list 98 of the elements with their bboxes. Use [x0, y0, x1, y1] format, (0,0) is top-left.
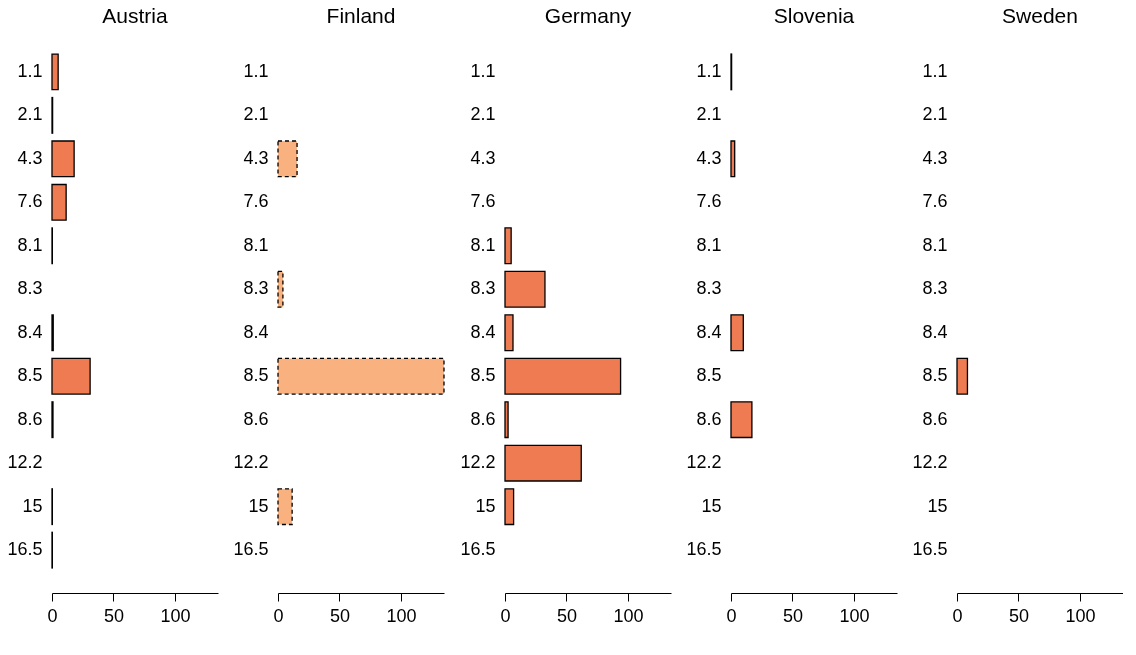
y-tick-label: 8.1 — [17, 234, 43, 255]
y-tick-label: 15 — [22, 495, 43, 516]
y-tick-label: 8.4 — [17, 321, 43, 342]
bar — [277, 270, 284, 308]
x-tick-label: 0 — [47, 605, 58, 626]
y-tick-label: 2.1 — [696, 104, 722, 125]
bar — [504, 270, 546, 308]
bar — [730, 140, 736, 178]
bar — [504, 227, 512, 265]
y-tick-label: 8.5 — [470, 365, 496, 386]
y-tick-label: 4.3 — [470, 147, 496, 168]
x-tick-label: 0 — [952, 605, 963, 626]
y-tick-label: 8.1 — [922, 234, 948, 255]
y-tick-label: 16.5 — [7, 539, 43, 560]
y-tick-label: 15 — [475, 495, 496, 516]
bar — [504, 444, 582, 482]
y-tick-label: 8.6 — [696, 408, 722, 429]
x-tick-label: 50 — [782, 605, 803, 626]
bar — [51, 53, 59, 91]
y-tick-label: 8.1 — [243, 234, 269, 255]
y-tick-label: 2.1 — [17, 104, 43, 125]
y-tick-label: 12.2 — [7, 452, 43, 473]
y-tick-label: 4.3 — [243, 147, 269, 168]
bar — [277, 357, 445, 395]
y-tick-label: 8.3 — [922, 278, 948, 299]
y-tick-label: 8.5 — [17, 365, 43, 386]
y-tick-label: 4.3 — [922, 147, 948, 168]
y-tick-label: 8.3 — [696, 278, 722, 299]
y-tick-label: 1.1 — [470, 60, 496, 81]
bar — [504, 357, 622, 395]
y-tick-label: 8.4 — [243, 321, 269, 342]
y-tick-label: 8.3 — [470, 278, 496, 299]
x-tick-label: 100 — [839, 605, 870, 626]
y-tick-label: 16.5 — [912, 539, 948, 560]
x-tick-label: 50 — [1008, 605, 1029, 626]
y-tick-label: 4.3 — [17, 147, 43, 168]
x-tick-label: 100 — [160, 605, 191, 626]
y-tick-label: 8.3 — [17, 278, 43, 299]
x-tick-label: 100 — [613, 605, 644, 626]
chart-title: Germany — [544, 4, 632, 27]
y-tick-label: 7.6 — [470, 191, 496, 212]
y-tick-label: 16.5 — [233, 539, 269, 560]
y-tick-label: 8.4 — [470, 321, 496, 342]
chart-title: Austria — [102, 4, 168, 27]
y-tick-label: 8.5 — [243, 365, 269, 386]
y-tick-label: 8.5 — [922, 365, 948, 386]
y-tick-label: 8.3 — [243, 278, 269, 299]
bar — [504, 314, 514, 352]
y-tick-label: 15 — [927, 495, 948, 516]
x-tick-label: 0 — [500, 605, 511, 626]
bar — [504, 488, 515, 526]
x-tick-label: 50 — [329, 605, 350, 626]
chart-title: Finland — [326, 4, 396, 27]
y-tick-label: 16.5 — [686, 539, 722, 560]
y-tick-label: 15 — [701, 495, 722, 516]
y-tick-label: 8.6 — [243, 408, 269, 429]
bar — [730, 401, 753, 439]
y-tick-label: 2.1 — [243, 104, 269, 125]
x-tick-label: 100 — [386, 605, 417, 626]
y-tick-label: 8.4 — [922, 321, 948, 342]
y-tick-label: 7.6 — [17, 191, 43, 212]
bar — [51, 140, 75, 178]
y-tick-label: 12.2 — [686, 452, 722, 473]
y-tick-label: 12.2 — [912, 452, 948, 473]
y-tick-label: 8.6 — [922, 408, 948, 429]
y-tick-label: 4.3 — [696, 147, 722, 168]
chart-title: Sweden — [1002, 4, 1078, 27]
y-tick-label: 2.1 — [922, 104, 948, 125]
y-tick-label: 8.5 — [696, 365, 722, 386]
y-tick-label: 8.4 — [696, 321, 722, 342]
bar — [277, 140, 298, 178]
y-tick-label: 8.1 — [470, 234, 496, 255]
y-tick-label: 8.1 — [696, 234, 722, 255]
y-tick-label: 2.1 — [470, 104, 496, 125]
y-tick-label: 16.5 — [460, 539, 496, 560]
x-tick-label: 0 — [726, 605, 737, 626]
x-tick-label: 0 — [273, 605, 284, 626]
y-tick-label: 1.1 — [696, 60, 722, 81]
bar — [730, 314, 744, 352]
y-tick-label: 7.6 — [696, 191, 722, 212]
x-tick-label: 50 — [103, 605, 124, 626]
x-tick-label: 100 — [1065, 605, 1096, 626]
bar — [51, 183, 67, 221]
y-tick-label: 12.2 — [460, 452, 496, 473]
y-tick-label: 8.6 — [470, 408, 496, 429]
y-tick-label: 1.1 — [243, 60, 269, 81]
bar — [51, 357, 91, 395]
y-tick-label: 8.6 — [17, 408, 43, 429]
y-tick-label: 1.1 — [17, 60, 43, 81]
y-tick-label: 7.6 — [922, 191, 948, 212]
y-tick-label: 7.6 — [243, 191, 269, 212]
y-tick-label: 12.2 — [233, 452, 269, 473]
bar — [277, 488, 293, 526]
y-tick-label: 15 — [248, 495, 269, 516]
bar — [504, 401, 509, 439]
y-tick-label: 1.1 — [922, 60, 948, 81]
chart-title: Slovenia — [773, 4, 855, 27]
x-tick-label: 50 — [556, 605, 577, 626]
